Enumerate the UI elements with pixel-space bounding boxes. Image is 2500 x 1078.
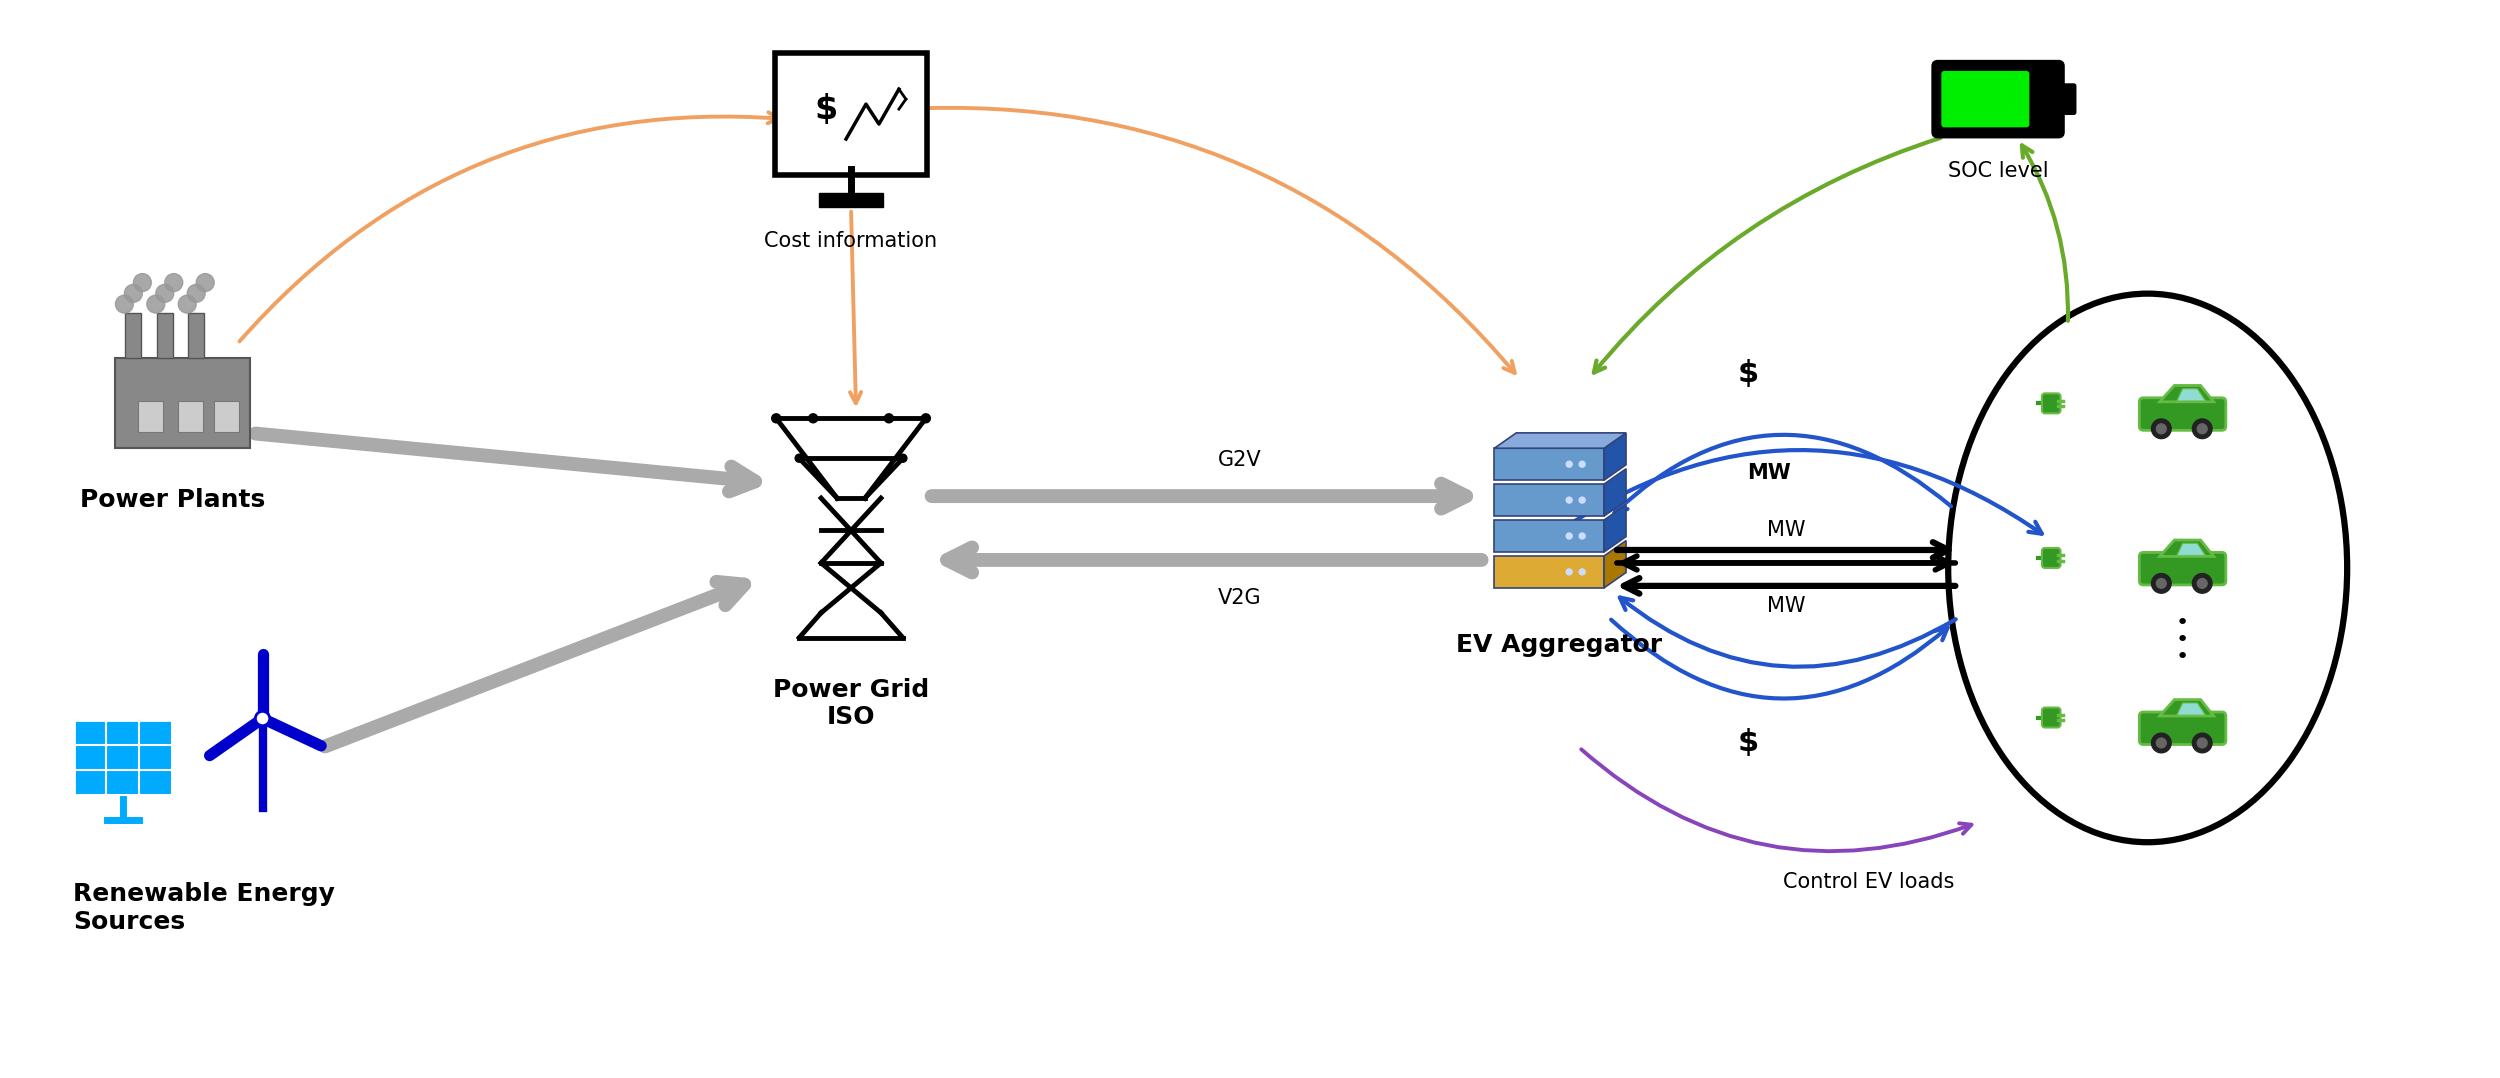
FancyBboxPatch shape [1495, 556, 1605, 588]
FancyBboxPatch shape [1942, 71, 2030, 127]
Polygon shape [2178, 389, 2205, 401]
Circle shape [1565, 533, 1572, 539]
Circle shape [885, 414, 892, 423]
Circle shape [1565, 497, 1572, 503]
Circle shape [2152, 419, 2170, 439]
Circle shape [2198, 424, 2208, 433]
Circle shape [2152, 733, 2170, 752]
Circle shape [2198, 579, 2208, 589]
FancyBboxPatch shape [215, 401, 240, 432]
Text: $: $ [1737, 359, 1760, 388]
FancyBboxPatch shape [72, 720, 172, 796]
Polygon shape [2178, 543, 2205, 555]
FancyBboxPatch shape [775, 53, 928, 175]
Text: MW: MW [1768, 520, 1805, 540]
Text: Cost information: Cost information [765, 231, 938, 251]
Circle shape [115, 295, 132, 313]
Text: Control EV loads: Control EV loads [1782, 872, 1955, 893]
Circle shape [922, 414, 930, 423]
Circle shape [1580, 461, 1585, 467]
Circle shape [1580, 533, 1585, 539]
Circle shape [2198, 738, 2208, 748]
Circle shape [2192, 573, 2212, 593]
Text: G2V: G2V [1218, 451, 1262, 470]
Text: MW: MW [1768, 596, 1805, 616]
Circle shape [177, 295, 195, 313]
Circle shape [772, 414, 780, 423]
FancyBboxPatch shape [188, 313, 205, 358]
Circle shape [188, 285, 205, 302]
Circle shape [795, 454, 802, 462]
FancyBboxPatch shape [125, 313, 142, 358]
FancyBboxPatch shape [2042, 393, 2060, 413]
Polygon shape [2160, 540, 2212, 556]
Circle shape [1580, 497, 1585, 503]
Polygon shape [1605, 540, 1625, 588]
Polygon shape [1605, 505, 1625, 552]
Circle shape [165, 274, 182, 291]
Circle shape [148, 295, 165, 313]
Polygon shape [1495, 433, 1625, 448]
Circle shape [2158, 579, 2165, 589]
Circle shape [1565, 461, 1572, 467]
FancyBboxPatch shape [1495, 484, 1605, 516]
FancyBboxPatch shape [177, 401, 202, 432]
Circle shape [2158, 424, 2165, 433]
Text: $: $ [815, 93, 838, 126]
Circle shape [2152, 573, 2170, 593]
FancyBboxPatch shape [2140, 398, 2225, 430]
Text: SOC level: SOC level [1948, 161, 2047, 181]
Circle shape [900, 454, 908, 462]
FancyBboxPatch shape [115, 358, 250, 447]
FancyBboxPatch shape [2042, 548, 2060, 568]
Circle shape [255, 711, 270, 725]
Text: Power Plants: Power Plants [80, 488, 265, 512]
FancyBboxPatch shape [158, 313, 172, 358]
Text: Renewable Energy
Sources: Renewable Energy Sources [72, 882, 335, 934]
FancyBboxPatch shape [1495, 520, 1605, 552]
Circle shape [2192, 419, 2212, 439]
Circle shape [2158, 738, 2165, 748]
Text: •
•
•: • • • [2175, 613, 2190, 666]
Circle shape [195, 274, 215, 291]
Circle shape [132, 274, 152, 291]
Circle shape [125, 285, 142, 302]
Text: MW: MW [1748, 464, 1790, 483]
Circle shape [808, 414, 818, 423]
Polygon shape [2160, 700, 2212, 716]
Polygon shape [1605, 433, 1625, 480]
Polygon shape [2178, 703, 2205, 715]
Polygon shape [2160, 386, 2212, 402]
FancyBboxPatch shape [138, 401, 162, 432]
Text: Power Grid
ISO: Power Grid ISO [772, 678, 930, 730]
FancyBboxPatch shape [820, 193, 882, 207]
Text: EV Aggregator: EV Aggregator [1455, 633, 1663, 657]
FancyBboxPatch shape [1495, 448, 1605, 480]
Text: $: $ [1737, 728, 1760, 757]
Text: V2G: V2G [1218, 588, 1262, 608]
FancyBboxPatch shape [2140, 711, 2225, 745]
Circle shape [1580, 569, 1585, 575]
Circle shape [2192, 733, 2212, 752]
FancyBboxPatch shape [2140, 552, 2225, 585]
Polygon shape [1605, 469, 1625, 516]
Circle shape [1565, 569, 1572, 575]
FancyBboxPatch shape [1932, 61, 2062, 137]
Circle shape [155, 285, 175, 302]
FancyBboxPatch shape [2058, 84, 2075, 114]
FancyBboxPatch shape [2042, 707, 2060, 728]
